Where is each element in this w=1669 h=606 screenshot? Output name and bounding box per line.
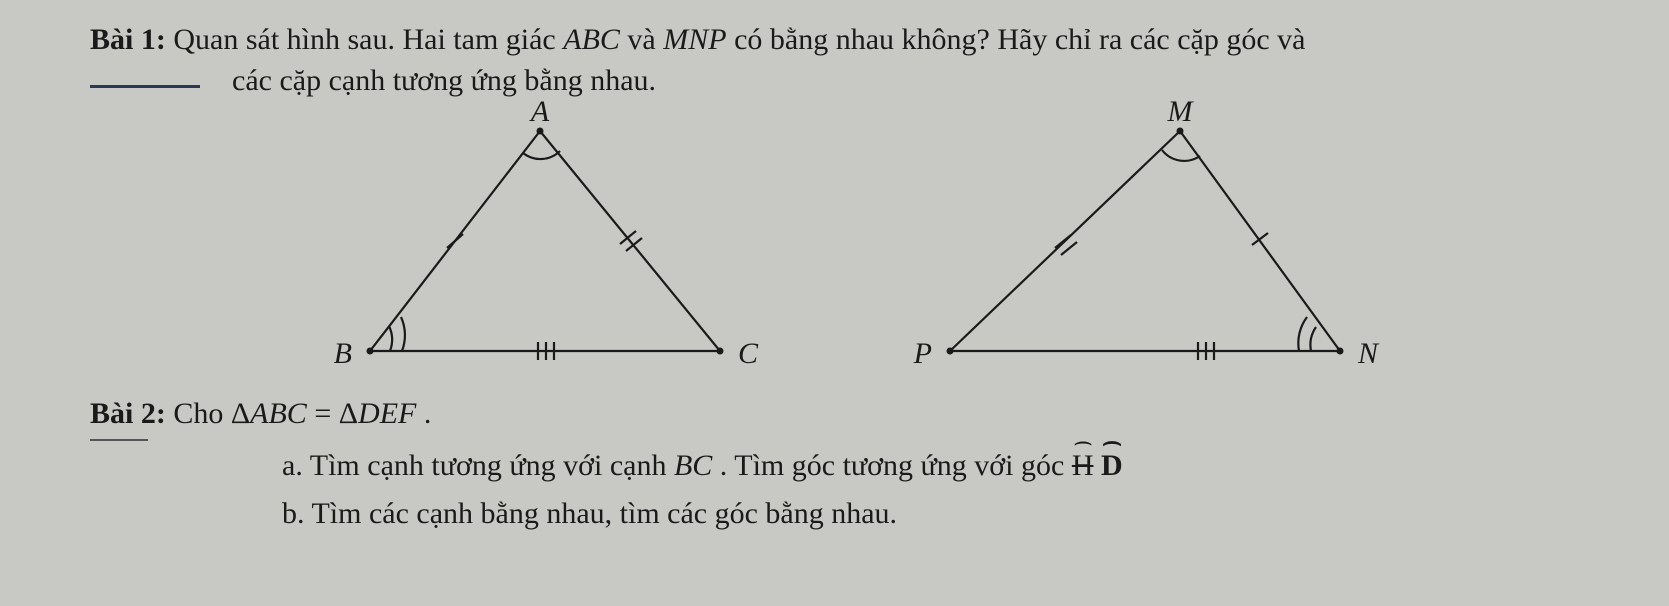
eq-eq: = (307, 397, 339, 430)
a-bc: BC (674, 449, 712, 482)
delta1: Δ (231, 397, 250, 430)
eq-period: . (416, 397, 431, 430)
bai1-line1: Bài 1: Quan sát hình sau. Hai tam giác A… (90, 20, 1609, 61)
label-M: M (1166, 101, 1194, 128)
eq-left: ABC (250, 397, 307, 430)
label-B: B (333, 337, 351, 370)
bai1-tri2: MNP (663, 23, 726, 56)
underline-mark (90, 85, 200, 88)
figures-row: A B C (90, 101, 1609, 391)
bai1-text2: và (620, 23, 663, 56)
a-strike: H (1072, 449, 1094, 483)
label-P: P (912, 337, 931, 370)
bai1-text3: có bằng nhau không? Hãy chỉ ra các cặp g… (727, 23, 1306, 56)
label-C: C (738, 337, 759, 370)
bai1-label: Bài 1: (90, 23, 166, 56)
bai1-text1: Quan sát hình sau. Hai tam giác (166, 23, 563, 56)
label-N: N (1357, 337, 1380, 370)
a-label: a. Tìm cạnh tương ứng với cạnh (282, 449, 674, 482)
bai2-label: Bài 2: (90, 397, 166, 430)
bai2-line: Bài 2: Cho ΔABC = ΔDEF . (90, 397, 1609, 431)
bai1-line2: các cặp cạnh tương ứng bằng nhau. (90, 61, 1609, 102)
a-part2: . Tìm góc tương ứng với góc (712, 449, 1072, 482)
a-hand-D: D (1101, 449, 1123, 483)
eq-right: DEF (358, 397, 416, 430)
bai2-a: a. Tìm cạnh tương ứng với cạnh BC . Tìm … (90, 449, 1609, 483)
delta2: Δ (339, 397, 358, 430)
triangle-abc: A B C (290, 101, 790, 391)
bai2-underline (90, 437, 148, 441)
page: Bài 1: Quan sát hình sau. Hai tam giác A… (0, 0, 1669, 531)
label-A: A (528, 101, 549, 128)
bai1-tri1: ABC (563, 23, 620, 56)
bai2-b: b. Tìm các cạnh bằng nhau, tìm các góc b… (90, 497, 1609, 531)
bai2-text1: Cho (166, 397, 231, 430)
triangle-mnp: M P N (880, 101, 1410, 391)
